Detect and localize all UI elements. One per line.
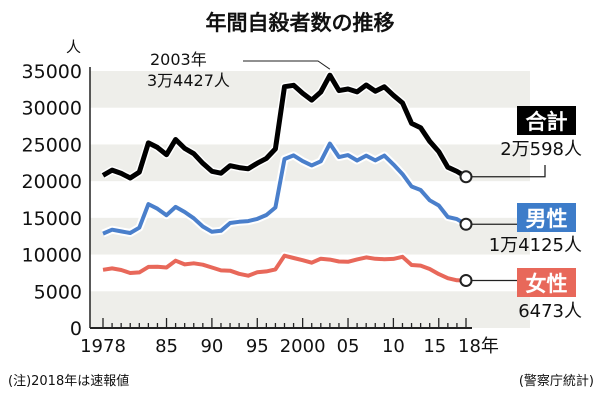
- series-lines: [100, 71, 469, 285]
- x-tick-label: 18年: [458, 336, 499, 357]
- x-tick-label: 10: [382, 336, 405, 357]
- series-line-男性: [102, 141, 467, 236]
- y-tick-label: 20000: [22, 171, 82, 193]
- grid-bands: [90, 71, 530, 328]
- chart-title: 年間自殺者数の推移: [206, 11, 395, 35]
- source-credit: (警察庁統計): [519, 373, 594, 389]
- series-end-value: 1万4125人: [489, 235, 582, 256]
- series-end-value: 2万598人: [500, 139, 582, 160]
- annotation-leader: [243, 60, 331, 70]
- x-tick-label: 95: [246, 336, 269, 357]
- series-label-box: [517, 268, 576, 297]
- y-tick-label: 30000: [22, 98, 82, 120]
- x-tick-label: 1978: [80, 336, 126, 357]
- end-marker: [459, 273, 473, 287]
- y-tick-label: 35000: [22, 61, 82, 83]
- footnote: (注)2018年は速報値: [8, 373, 129, 389]
- y-tick-label: 25000: [22, 134, 82, 156]
- end-marker: [459, 170, 473, 184]
- y-tick-label: 0: [70, 318, 82, 340]
- x-tick-label: 15: [423, 336, 446, 357]
- series-name: 合計: [526, 110, 568, 134]
- series-line-女性: [102, 253, 467, 283]
- y-tick-label: 10000: [22, 245, 82, 267]
- series-end-value: 6473人: [518, 301, 582, 322]
- annotation-value: 3万4427人: [147, 71, 230, 90]
- end-marker: [459, 217, 473, 231]
- y-tick-label: 15000: [22, 208, 82, 230]
- series-name: 男性: [526, 207, 568, 231]
- x-tick-label: 85: [155, 336, 178, 357]
- series-line-合計: [101, 72, 468, 181]
- series-label-box: [517, 203, 576, 232]
- y-axis-unit: 人: [66, 38, 81, 56]
- series-label-box: [517, 106, 576, 135]
- grid-band: [90, 291, 530, 328]
- label-leader: [466, 165, 546, 178]
- peak-annotation: 2003年 3万4427人: [147, 50, 331, 90]
- x-axis: 1978 85 90 95 2000 05 10 15 18年: [80, 67, 499, 357]
- series-name: 女性: [526, 272, 568, 296]
- annotation-year: 2003年: [150, 50, 207, 69]
- x-tick-label: 2000: [280, 336, 326, 357]
- grid-band: [90, 217, 530, 255]
- x-tick-label: 90: [200, 336, 223, 357]
- x-tick-label: 05: [337, 336, 360, 357]
- y-axis-ticks: 0 5000 10000 15000 20000 25000 30000 35000: [22, 61, 82, 340]
- y-tick-label: 5000: [34, 281, 82, 303]
